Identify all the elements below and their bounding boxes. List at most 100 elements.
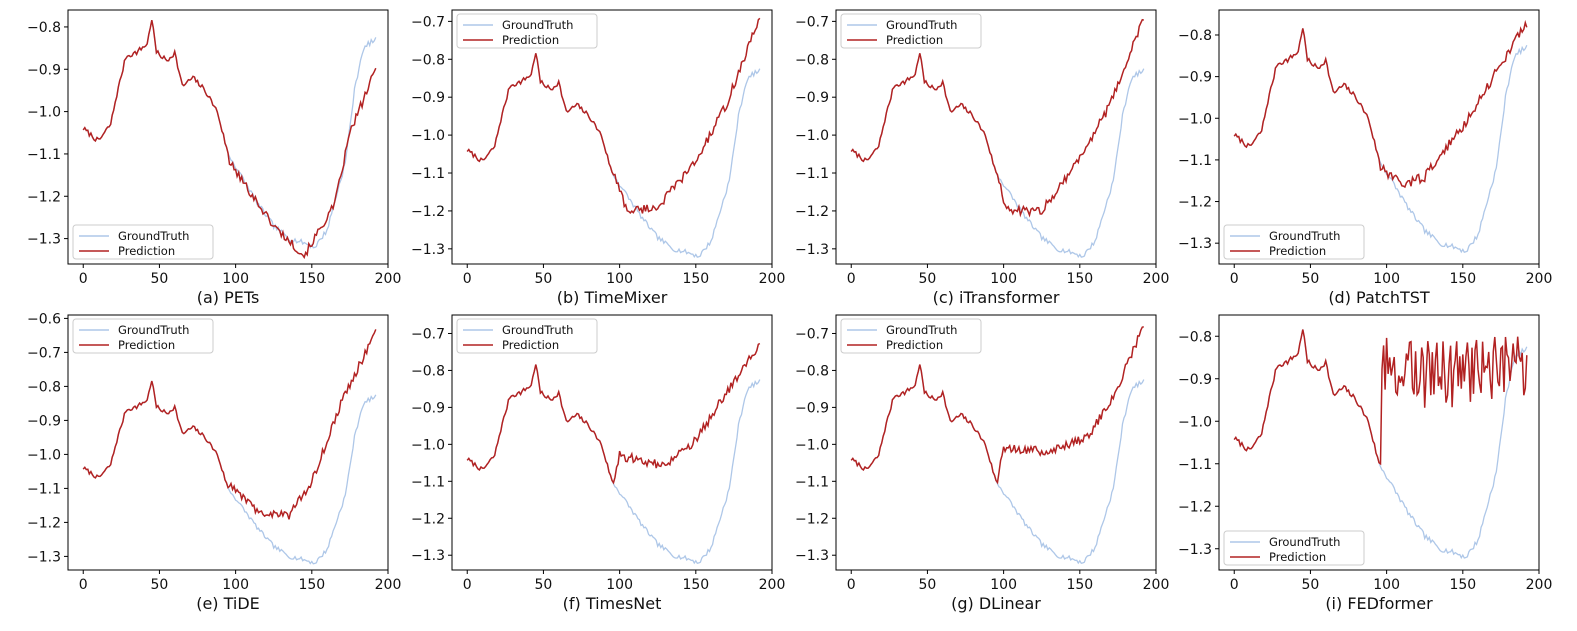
y-tick-label: −1.0 [27, 105, 61, 121]
y-tick-label: −0.8 [411, 52, 445, 68]
legend-label: GroundTruth [118, 323, 189, 337]
ground-truth-line [82, 20, 377, 249]
x-tick-label: 150 [1066, 271, 1093, 287]
y-tick-label: −1.1 [27, 481, 61, 497]
x-tick-label: 50 [1302, 271, 1320, 287]
prediction-line [1233, 329, 1528, 466]
axes-frame [67, 314, 389, 571]
x-tick-label: 200 [1143, 271, 1170, 287]
y-tick-label: −0.7 [411, 14, 445, 30]
y-tick-label: −1.0 [1178, 414, 1212, 430]
y-tick-label: −0.9 [411, 90, 445, 106]
x-tick-label: 0 [79, 271, 88, 287]
y-tick-label: −1.0 [27, 447, 61, 463]
prediction-line [466, 342, 761, 485]
panel-1: 0 50 100 150 200 −0.8 −0.9 −1.0 −1.1 −1.2 −1.3 Grou… [27, 9, 402, 307]
axes-frame [835, 314, 1157, 571]
axes-frame [1218, 314, 1540, 571]
x-tick-label: 150 [298, 577, 325, 593]
x-tick-label: 50 [1302, 577, 1320, 593]
panel-3: 0 50 100 150 200 −0.7 −0.8 −0.9 −1.0 −1.1 −1.2 −1.3… [795, 9, 1170, 307]
y-tick-label: −1.0 [411, 437, 445, 453]
ground-truth-line [850, 364, 1145, 565]
x-tick-label: 200 [759, 271, 786, 287]
x-tick-label: 100 [222, 271, 249, 287]
y-tick-label: −1.3 [795, 548, 829, 564]
x-tick-label: 0 [463, 577, 472, 593]
y-tick-label: −1.2 [1178, 195, 1212, 211]
y-tick-label: −0.8 [27, 379, 61, 395]
x-tick-label: 0 [79, 577, 88, 593]
panel-caption: (d) PatchTST [1328, 288, 1430, 307]
x-tick-label: 50 [535, 577, 553, 593]
y-tick-label: −1.1 [1178, 457, 1212, 473]
panel-caption: (f) TimesNet [563, 594, 662, 613]
x-tick-label: 50 [535, 271, 553, 287]
y-tick-label: −1.1 [27, 147, 61, 163]
y-tick-label: −1.2 [27, 189, 61, 205]
y-tick-label: −0.8 [1178, 28, 1212, 44]
prediction-line [1233, 19, 1528, 189]
legend-label: GroundTruth [886, 18, 957, 32]
y-tick-label: −1.1 [411, 474, 445, 490]
x-tick-label: 0 [1230, 577, 1239, 593]
y-tick-label: −0.8 [1178, 329, 1212, 345]
x-tick-label: 150 [682, 577, 709, 593]
y-tick-label: −0.8 [795, 52, 829, 68]
x-tick-label: 50 [151, 271, 169, 287]
y-tick-label: −1.2 [795, 204, 829, 220]
legend-label: GroundTruth [886, 323, 957, 337]
y-tick-label: −1.0 [1178, 111, 1212, 127]
x-tick-label: 200 [375, 271, 402, 287]
ground-truth-line [466, 364, 761, 565]
y-tick-label: −1.1 [795, 474, 829, 490]
y-tick-label: −0.7 [795, 326, 829, 342]
y-tick-label: −0.9 [27, 62, 61, 78]
x-tick-label: 200 [375, 577, 402, 593]
x-tick-label: 150 [682, 271, 709, 287]
y-tick-label: −0.6 [27, 311, 61, 327]
x-tick-label: 100 [1373, 577, 1400, 593]
y-tick-label: −1.0 [411, 128, 445, 144]
panel-caption: (a) PETs [197, 288, 260, 307]
axes-frame [835, 9, 1157, 265]
prediction-line [82, 329, 377, 520]
x-tick-label: 200 [759, 577, 786, 593]
ground-truth-line [1233, 28, 1528, 254]
ground-truth-line [466, 53, 761, 259]
panel-6: 0 50 100 150 200 −0.7 −0.8 −0.9 −1.0 −1.1 −1.2 −1.3… [411, 314, 786, 613]
legend-label: Prediction [1269, 550, 1326, 564]
x-tick-label: 0 [847, 271, 856, 287]
x-tick-label: 0 [847, 577, 856, 593]
y-tick-label: −0.9 [795, 400, 829, 416]
legend-label: Prediction [1269, 244, 1326, 258]
x-tick-label: 150 [1066, 577, 1093, 593]
prediction-line [850, 326, 1144, 485]
legend-label: Prediction [886, 33, 943, 47]
legend-label: Prediction [886, 338, 943, 352]
panel-caption: (g) DLinear [951, 594, 1041, 613]
x-tick-label: 50 [919, 271, 937, 287]
y-tick-label: −1.2 [1178, 499, 1212, 515]
x-tick-label: 0 [463, 271, 472, 287]
y-tick-label: −1.2 [411, 204, 445, 220]
y-tick-label: −1.3 [1178, 542, 1212, 558]
legend-label: GroundTruth [1269, 229, 1340, 243]
y-tick-label: −0.9 [27, 413, 61, 429]
ground-truth-line [82, 380, 377, 565]
legend-label: Prediction [502, 338, 559, 352]
y-tick-label: −0.9 [411, 400, 445, 416]
x-tick-label: 200 [1143, 577, 1170, 593]
legend-label: Prediction [502, 33, 559, 47]
x-tick-label: 150 [298, 271, 325, 287]
legend-label: Prediction [118, 338, 175, 352]
x-tick-label: 200 [1526, 577, 1553, 593]
panel-2: 0 50 100 150 200 −0.7 −0.8 −0.9 −1.0 −1.1 −1.2 −1.3… [411, 9, 786, 307]
legend-label: GroundTruth [118, 229, 189, 243]
prediction-line [82, 20, 377, 260]
legend-label: GroundTruth [502, 18, 573, 32]
prediction-line [466, 17, 761, 214]
axes-frame [451, 9, 773, 265]
y-tick-label: −1.3 [1178, 236, 1212, 252]
